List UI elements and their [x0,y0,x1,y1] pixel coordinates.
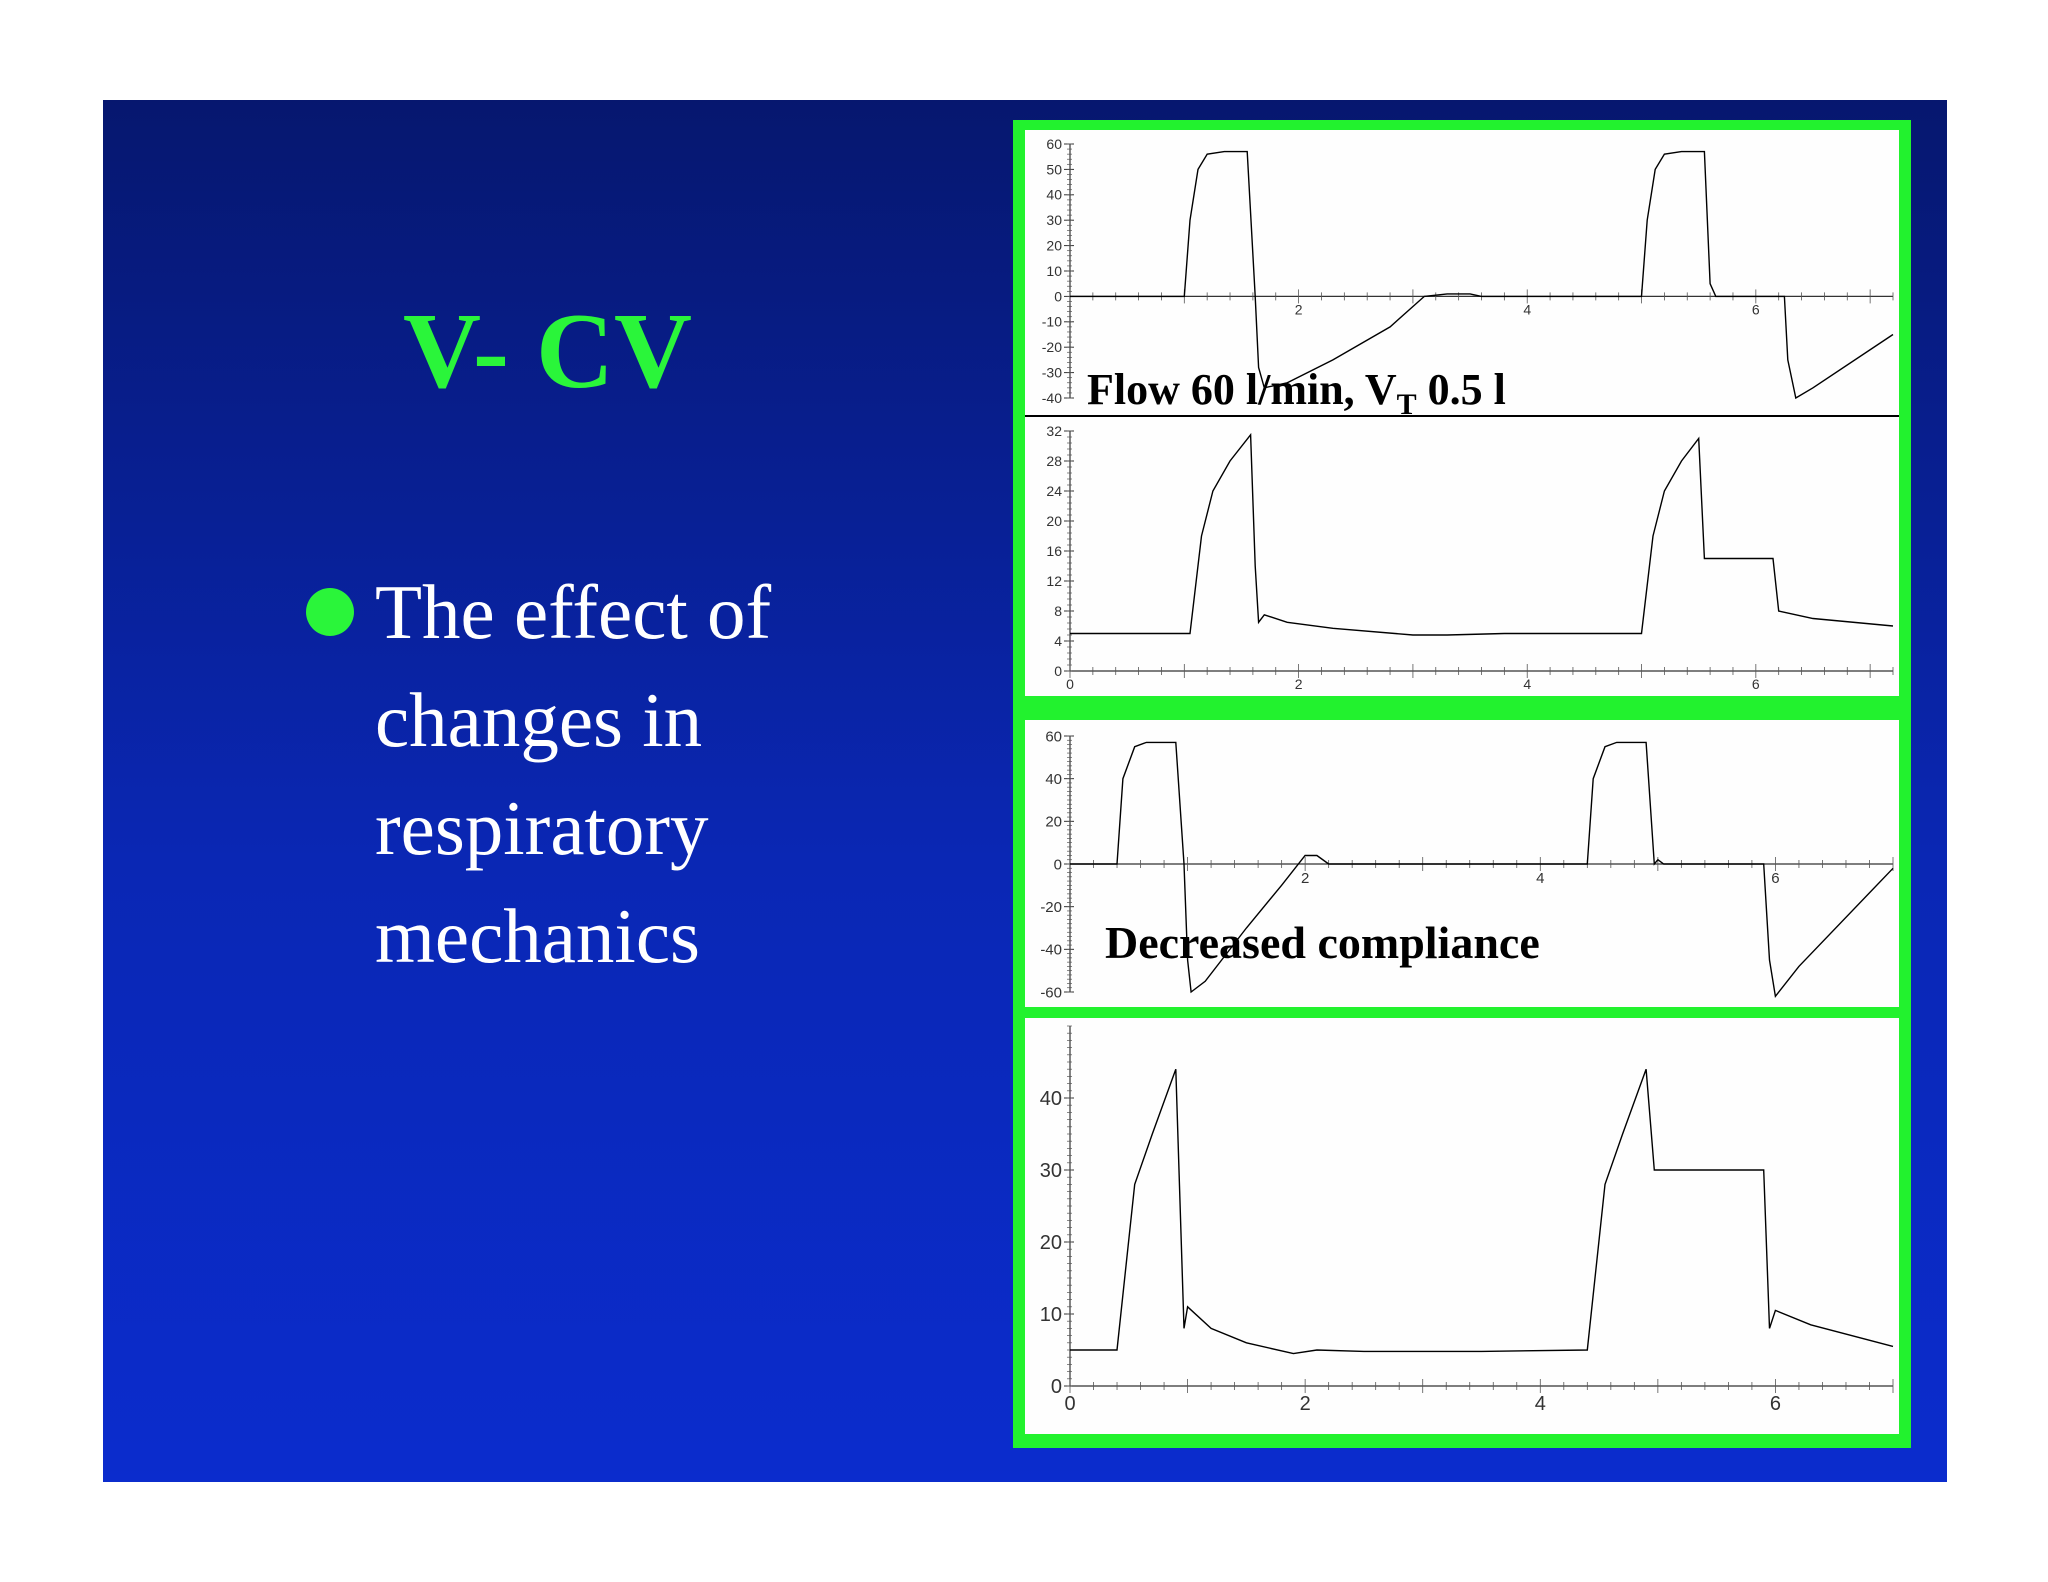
slide-background: V- CV The effect of changes in respirato… [103,100,1947,1482]
pressure-chart-2: 40 30 20 10 00 2 4 6 [1040,1025,1894,1415]
y-tick-label: -30 [1042,365,1062,381]
y-tick-label: -20 [1042,339,1062,355]
y-tick-label: -10 [1042,314,1062,330]
x-tick-label: 4 [1536,870,1544,887]
x-tick-label: 4 [1523,676,1531,692]
y-tick-label: -40 [1040,942,1062,959]
flow-chart-2: 60 40 20 0 -20 -40 -60 2 4 6 [1040,728,1894,1001]
x-tick-label: 4 [1535,1393,1546,1415]
y-tick-label: 30 [1040,1160,1062,1182]
y-tick-label: 0 [1054,663,1062,679]
y-tick-label: -20 [1040,899,1062,916]
caption-subscript: T [1396,387,1417,421]
y-tick-label: 60 [1045,728,1062,745]
y-tick-label: 20 [1046,513,1062,529]
waveform-figure: 60 50 40 30 20 10 0 -10 -20 -30 -40 2 4 6 32 28 24 20 16 1… [1013,120,1911,1448]
waveform-trace [1070,1068,1894,1355]
x-tick-label: 6 [1752,301,1760,317]
y-tick-label: 0 [1054,856,1062,873]
y-tick-label: 8 [1054,603,1062,619]
x-tick-label: 6 [1770,1393,1781,1415]
y-tick-label: 0 [1051,1376,1062,1398]
y-tick-label: 32 [1046,423,1062,439]
waveform-trace [1070,150,1894,400]
y-tick-label: 20 [1046,238,1062,254]
y-tick-label: 60 [1046,136,1062,152]
x-tick-label: 0 [1066,676,1074,692]
x-tick-label: 2 [1295,301,1303,317]
y-tick-label: 30 [1046,212,1062,228]
y-tick-label: 24 [1046,483,1062,499]
y-tick-label: 4 [1054,633,1062,649]
bullet-point-icon [306,588,354,636]
x-tick-label: 6 [1771,870,1779,887]
bullet-line: changes in [375,677,703,763]
bullet-text: The effect of changes in respiratory mec… [375,558,845,990]
x-tick-label: 2 [1300,1393,1311,1415]
x-tick-label: 4 [1523,301,1531,317]
flow-caption: Flow 60 l/min, VT 0.5 l [1087,364,1506,422]
y-tick-label: -40 [1042,390,1062,406]
bullet-line: respiratory [375,785,709,871]
y-tick-label: 40 [1040,1088,1062,1110]
y-tick-label: 28 [1046,453,1062,469]
y-tick-label: 20 [1045,814,1062,831]
bullet-line: The effect of [375,569,772,655]
caption-tail-text: 0.5 l [1416,365,1506,414]
y-tick-label: 16 [1046,543,1062,559]
waveform-trace [1070,741,1894,998]
waveform-trace [1070,432,1894,636]
compliance-caption: Decreased compliance [1105,917,1540,968]
caption-main-text: Flow 60 l/min, V [1087,365,1397,414]
lower-pressure-panel: 40 30 20 10 0 0 2 4 6 [1025,1018,1899,1434]
y-tick-label: 10 [1046,263,1062,279]
x-tick-label: 0 [1064,1393,1075,1415]
y-tick-label: 50 [1046,161,1062,177]
x-tick-label: 6 [1752,676,1760,692]
y-tick-label: 0 [1054,288,1062,304]
y-tick-label: 40 [1046,187,1062,203]
y-tick-label: 20 [1040,1232,1062,1254]
y-tick-label: 12 [1046,573,1062,589]
flow-chart-1: 60 50 40 30 20 10 0 -10 -20 -30 -40 2 4 6 [1042,136,1894,406]
x-tick-label: 2 [1301,870,1309,887]
y-tick-label: -60 [1040,984,1062,1001]
y-tick-label: 10 [1040,1304,1062,1326]
lower-flow-panel: 60 40 20 0 -20 -40 -60 2 4 6 Decreased compliance [1025,720,1899,1007]
x-tick-label: 2 [1295,676,1303,692]
upper-waveform-panel: 60 50 40 30 20 10 0 -10 -20 -30 -40 2 4 6 32 28 24 20 16 1… [1025,130,1899,696]
slide-title: V- CV [403,292,692,411]
y-tick-label: 40 [1045,771,1062,788]
panel-divider [1025,415,1899,417]
bullet-line: mechanics [375,893,700,979]
